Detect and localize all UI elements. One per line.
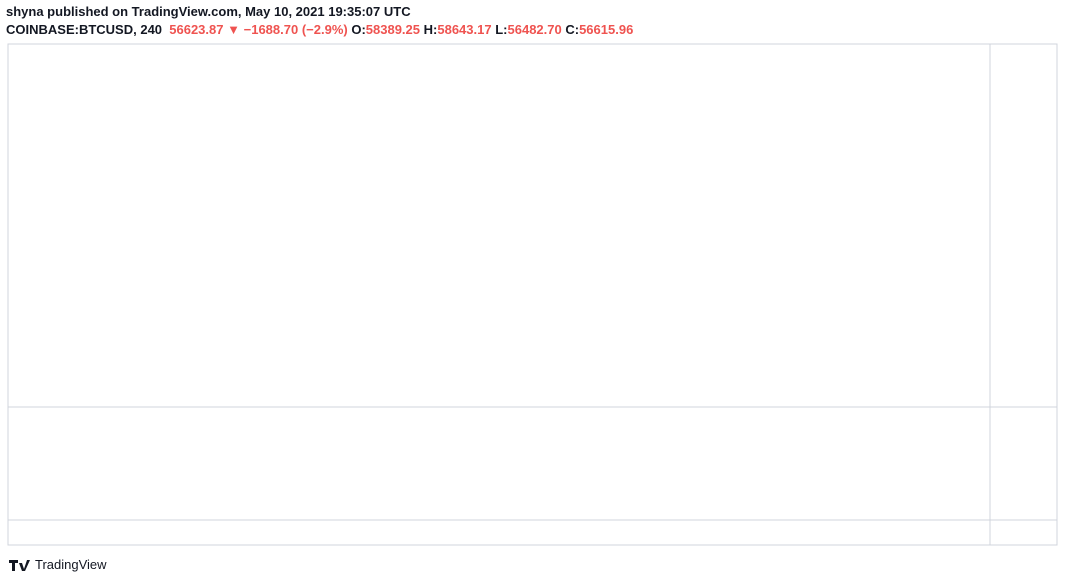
symbol: COINBASE:BTCUSD, 240 — [6, 22, 163, 37]
chart — [7, 43, 1058, 546]
frame — [7, 43, 1058, 546]
ohlc-l: 56482.70 — [507, 22, 562, 37]
ohlc-c-label: C: — [565, 22, 580, 37]
ohlc-h: 58643.17 — [437, 22, 492, 37]
ohlc-h-label: H: — [423, 22, 438, 37]
footer: TradingView — [8, 557, 107, 572]
brand: TradingView — [35, 557, 107, 572]
ohlc-o-label: O: — [351, 22, 366, 37]
symbol-line: COINBASE:BTCUSD, 240 56623.87 ▼ −1688.70… — [6, 22, 633, 37]
byline: shyna published on TradingView.com, May … — [6, 4, 411, 19]
ohlc-o: 58389.25 — [365, 22, 421, 37]
price: 56623.87 — [169, 22, 224, 37]
down-arrow: ▼ — [227, 22, 240, 37]
ohlc-l-label: L: — [495, 22, 508, 37]
change: −1688.70 (−2.9%) — [243, 22, 348, 37]
ohlc-c: 56615.96 — [579, 22, 634, 37]
logo — [9, 559, 30, 571]
